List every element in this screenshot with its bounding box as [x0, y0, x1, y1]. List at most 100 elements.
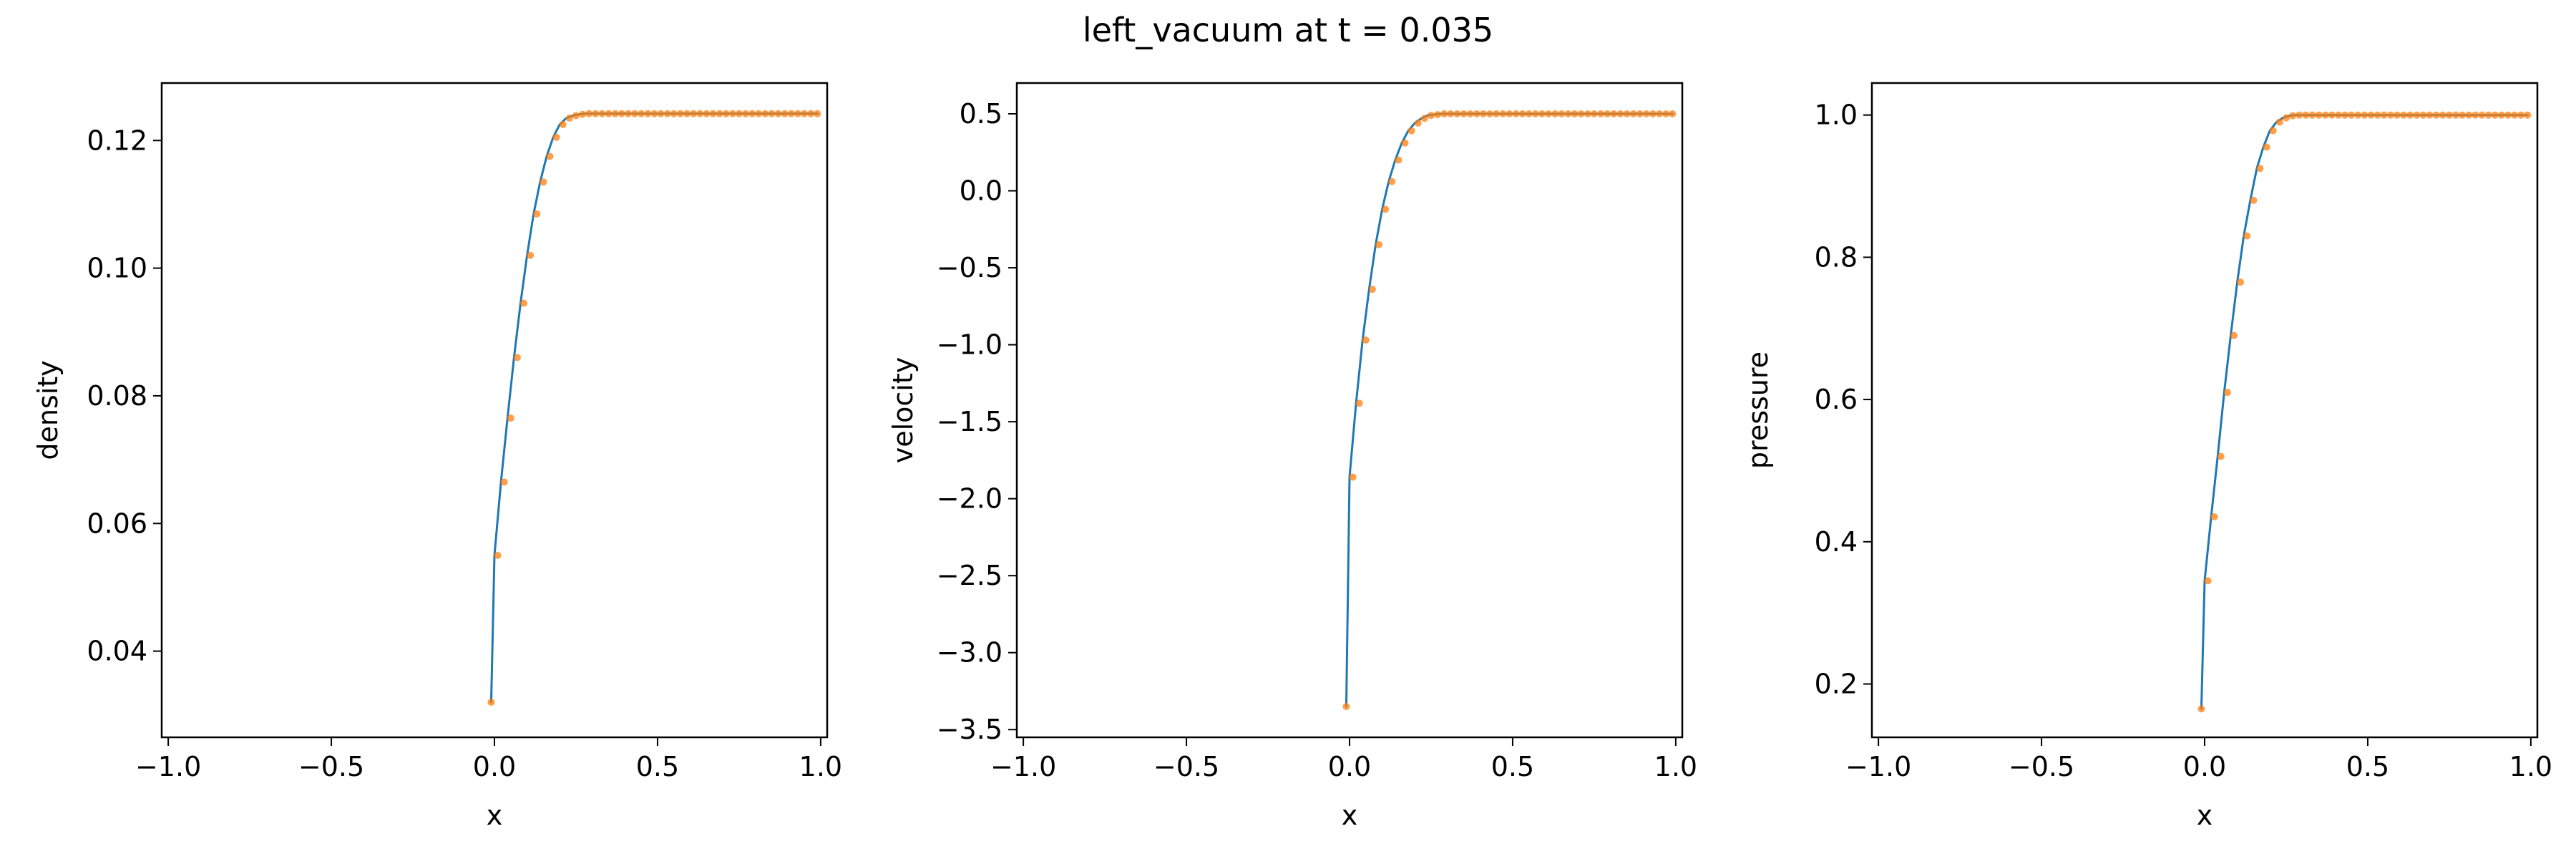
- series-marker: [1531, 110, 1539, 118]
- series-marker: [716, 110, 723, 117]
- series-marker: [565, 115, 573, 122]
- y-tick-label: −0.5: [937, 252, 1002, 283]
- series-marker: [1395, 156, 1402, 164]
- series-marker: [2197, 705, 2205, 713]
- series-marker: [527, 251, 535, 259]
- series-marker: [2380, 111, 2388, 119]
- series-marker: [2367, 111, 2375, 119]
- series-marker: [618, 110, 625, 117]
- series-marker: [592, 110, 600, 117]
- series-marker: [1434, 111, 1442, 119]
- series-marker: [683, 110, 691, 117]
- series-marker: [2406, 111, 2414, 119]
- series-marker: [2256, 165, 2264, 173]
- axes-frame: [1870, 82, 2539, 739]
- series-marker: [1590, 110, 1598, 118]
- series-marker: [2217, 452, 2225, 460]
- series-marker: [807, 110, 815, 117]
- series-marker: [1401, 139, 1409, 147]
- x-tick-label: 0.0: [1328, 751, 1371, 782]
- y-tick-label: 0.8: [1815, 241, 1858, 273]
- series-marker: [1564, 110, 1572, 118]
- series-marker: [2511, 111, 2519, 119]
- x-tick-label: 0.5: [2346, 751, 2389, 782]
- series-marker: [631, 110, 639, 117]
- series-marker: [1518, 110, 1526, 118]
- series-marker: [644, 110, 652, 117]
- series-marker: [1420, 115, 1428, 122]
- series-marker: [546, 152, 554, 160]
- series-marker: [1604, 110, 1611, 118]
- series-marker: [2289, 112, 2297, 120]
- series-marker: [663, 110, 671, 117]
- y-tick-label: 0.04: [87, 636, 147, 667]
- series-marker: [1362, 336, 1370, 344]
- series-marker: [2263, 143, 2270, 151]
- series-marker: [1669, 110, 1677, 118]
- series-marker: [735, 110, 743, 117]
- x-tick-label: 0.5: [636, 751, 679, 782]
- y-tick-label: −1.0: [937, 329, 1002, 361]
- x-tick-label: −1.0: [135, 751, 201, 782]
- x-tick-label: −0.5: [2009, 751, 2074, 782]
- series-marker: [1479, 110, 1487, 118]
- series-marker: [2393, 111, 2401, 119]
- series-marker: [1577, 110, 1585, 118]
- series-marker: [1460, 110, 1468, 118]
- series-marker: [1427, 112, 1435, 120]
- series-marker: [1545, 110, 1553, 118]
- y-axis-label: pressure: [1742, 351, 1774, 469]
- series-marker: [2269, 127, 2277, 135]
- x-tick-label: 1.0: [2509, 751, 2552, 782]
- series-marker: [611, 110, 619, 117]
- series-marker: [572, 112, 580, 120]
- series-marker: [507, 414, 514, 422]
- series-marker: [1466, 110, 1474, 118]
- series-marker: [552, 133, 560, 141]
- series-marker: [1453, 110, 1461, 118]
- series-marker: [2223, 389, 2231, 397]
- x-tick-label: 1.0: [1654, 751, 1697, 782]
- series-marker: [1355, 399, 1363, 407]
- series-marker: [1493, 110, 1501, 118]
- series-marker: [742, 110, 750, 117]
- series-marker: [2243, 232, 2251, 240]
- series-marker: [494, 551, 502, 559]
- series-marker: [1525, 110, 1533, 118]
- series-marker: [2302, 111, 2310, 119]
- series-marker: [768, 110, 776, 117]
- series-marker: [1349, 473, 1357, 481]
- series-marker: [2524, 111, 2532, 119]
- x-axis-label: x: [1342, 800, 1358, 831]
- series-marker: [2491, 111, 2499, 119]
- series-marker: [638, 110, 645, 117]
- y-tick-label: 0.2: [1815, 668, 1858, 699]
- figure-title: left_vacuum at t = 0.035: [1083, 11, 1493, 49]
- series-marker: [1342, 702, 1350, 710]
- series-marker: [2445, 111, 2453, 119]
- series-marker: [2282, 114, 2290, 122]
- series-marker: [2400, 111, 2408, 119]
- series-marker: [2419, 111, 2427, 119]
- y-tick-label: −2.5: [937, 560, 1002, 591]
- series-marker: [2432, 111, 2440, 119]
- series-marker: [722, 110, 730, 117]
- series-marker: [2361, 111, 2368, 119]
- series-marker: [1375, 241, 1383, 248]
- axes-frame: [1015, 82, 1684, 739]
- pressure-panel: −1.0 −0.5 0.0 0.5 1.0 0.2 0.4 0.6 0.8 1.0 x pressur…: [1742, 82, 2552, 831]
- series-marker: [2504, 111, 2512, 119]
- y-axis-label: velocity: [887, 357, 919, 464]
- series-marker: [1584, 110, 1591, 118]
- series-marker: [2237, 278, 2245, 286]
- series-marker: [1597, 110, 1605, 118]
- series-marker: [1407, 127, 1415, 135]
- series-marker: [2230, 331, 2238, 339]
- series-marker: [801, 110, 809, 117]
- series-marker: [2334, 111, 2342, 119]
- series-marker: [605, 110, 613, 117]
- series-marker: [1551, 110, 1559, 118]
- series-marker: [1382, 205, 1390, 213]
- series-marker: [2354, 111, 2362, 119]
